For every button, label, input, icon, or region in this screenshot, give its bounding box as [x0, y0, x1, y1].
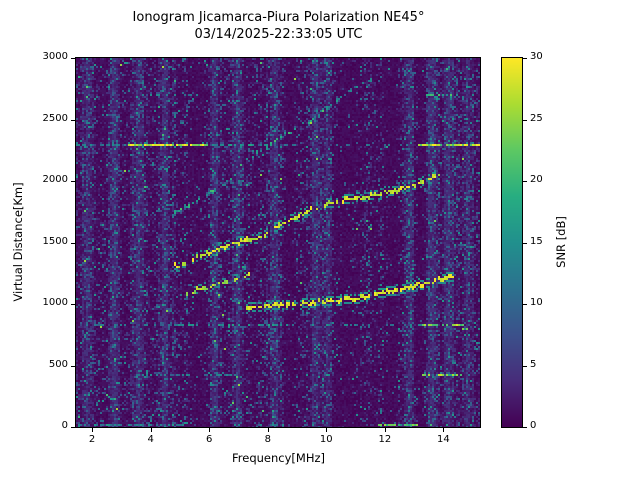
- y-tick-mark: [71, 181, 75, 182]
- y-tick-mark: [71, 119, 75, 121]
- colorbar-tick-label: 15: [530, 235, 543, 247]
- x-tick-mark: [384, 428, 386, 432]
- x-tick-mark: [209, 428, 211, 432]
- chart-title: Ionogram Jicamarca-Piura Polarization NE…: [132, 10, 425, 25]
- colorbar: [501, 57, 523, 428]
- x-tick-mark: [150, 428, 152, 432]
- y-tick-label: 2500: [42, 112, 68, 124]
- colorbar-tick-label: 0: [530, 420, 537, 431]
- colorbar-tick-label: 25: [530, 112, 543, 124]
- colorbar-tick-mark: [523, 242, 527, 244]
- y-tick-label: 1500: [42, 235, 68, 247]
- chart-subtitle: 03/14/2025-22:33:05 UTC: [194, 27, 363, 42]
- y-tick-label: 0: [61, 420, 68, 431]
- colorbar-gradient: [502, 58, 522, 427]
- colorbar-tick-mark: [523, 58, 527, 59]
- x-tick-mark: [267, 428, 269, 432]
- plot-area: [75, 57, 481, 428]
- colorbar-label: SNR [dB]: [554, 216, 568, 268]
- x-tick-label: 2: [88, 434, 96, 445]
- colorbar-tick-label: 20: [530, 174, 543, 185]
- x-tick-mark: [326, 428, 328, 432]
- y-tick-mark: [71, 242, 75, 244]
- x-tick-mark: [92, 428, 94, 432]
- ionogram-heatmap: [76, 58, 480, 427]
- x-tick-label: 14: [437, 434, 450, 445]
- x-axis-label: Frequency[MHz]: [232, 451, 325, 465]
- colorbar-tick-mark: [523, 181, 527, 182]
- y-tick-label: 2000: [42, 174, 68, 185]
- y-tick-mark: [71, 304, 75, 305]
- colorbar-tick-label: 30: [530, 51, 543, 62]
- x-tick-mark: [443, 428, 445, 432]
- title-block: Ionogram Jicamarca-Piura Polarization NE…: [76, 9, 481, 43]
- colorbar-tick-label: 5: [530, 358, 537, 370]
- x-tick-label: 6: [206, 434, 213, 445]
- x-tick-label: 8: [264, 434, 271, 445]
- y-tick-mark: [71, 427, 75, 428]
- colorbar-tick-mark: [523, 304, 527, 305]
- y-tick-mark: [71, 58, 75, 59]
- x-tick-label: 12: [378, 434, 392, 445]
- x-tick-label: 4: [147, 434, 154, 445]
- colorbar-tick-mark: [523, 365, 527, 367]
- y-tick-label: 500: [48, 358, 68, 370]
- colorbar-tick-label: 10: [530, 297, 543, 308]
- y-tick-label: 3000: [42, 51, 68, 62]
- x-tick-label: 10: [319, 434, 333, 445]
- y-tick-label: 1000: [42, 297, 68, 308]
- y-tick-mark: [71, 365, 75, 367]
- y-axis-label: Virtual Distance[Km]: [11, 182, 25, 302]
- colorbar-tick-mark: [523, 427, 527, 428]
- colorbar-tick-mark: [523, 119, 527, 121]
